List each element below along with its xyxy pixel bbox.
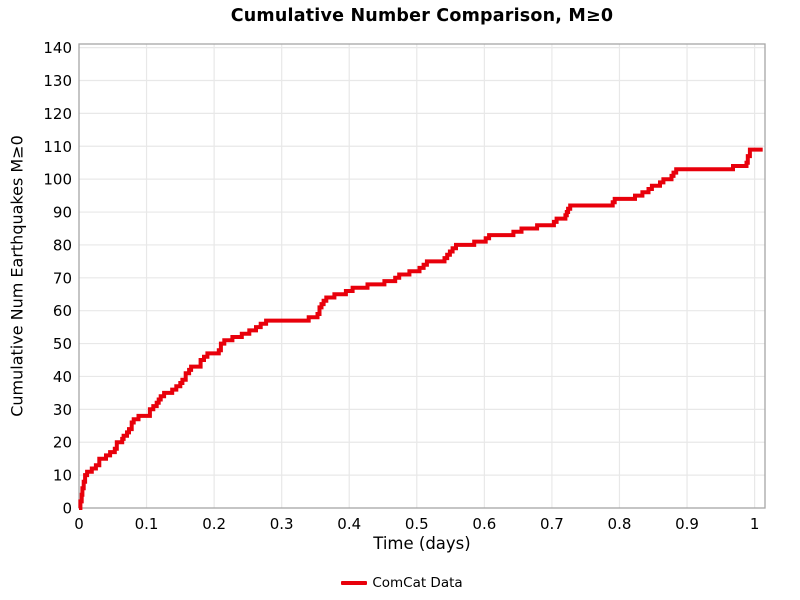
x-tick-label: 0.7 xyxy=(540,515,564,533)
y-tick-label: 50 xyxy=(53,335,72,353)
y-tick-label: 100 xyxy=(43,171,72,189)
x-tick-label: 0.8 xyxy=(608,515,632,533)
y-tick-label: 140 xyxy=(43,39,72,57)
y-tick-label: 110 xyxy=(43,138,72,156)
y-tick-label: 0 xyxy=(62,500,72,518)
legend-line-marker xyxy=(341,581,368,585)
y-tick-label: 20 xyxy=(53,434,72,452)
y-tick-label: 30 xyxy=(53,401,72,419)
y-tick-label: 130 xyxy=(43,72,72,90)
y-tick-label: 60 xyxy=(53,302,72,320)
legend-label: ComCat Data xyxy=(372,575,463,591)
x-tick-label: 1 xyxy=(750,515,760,533)
x-tick-label: 0.6 xyxy=(472,515,496,533)
data-line-comcat xyxy=(78,147,763,510)
y-tick-label: 10 xyxy=(53,467,72,485)
x-tick-label: 0.5 xyxy=(405,515,429,533)
x-tick-label: 0 xyxy=(74,515,84,533)
legend: ComCat Data xyxy=(79,575,725,591)
y-tick-label: 80 xyxy=(53,236,72,254)
y-tick-label: 120 xyxy=(43,105,72,123)
x-tick-label: 0.4 xyxy=(337,515,361,533)
y-tick-label: 40 xyxy=(53,368,72,386)
x-tick-label: 0.3 xyxy=(270,515,294,533)
y-tick-label: 90 xyxy=(53,204,72,222)
x-tick-label: 0.9 xyxy=(675,515,699,533)
y-tick-label: 70 xyxy=(53,269,72,287)
chart-title: Cumulative Number Comparison, M≥0 xyxy=(230,6,614,26)
x-tick-label: 0.2 xyxy=(202,515,226,533)
x-tick-label: 0.1 xyxy=(135,515,159,533)
y-axis-title: Cumulative Num Earthquakes M≥0 xyxy=(7,135,27,417)
x-axis-title: Time (days) xyxy=(373,534,471,553)
plot-border xyxy=(78,43,766,509)
